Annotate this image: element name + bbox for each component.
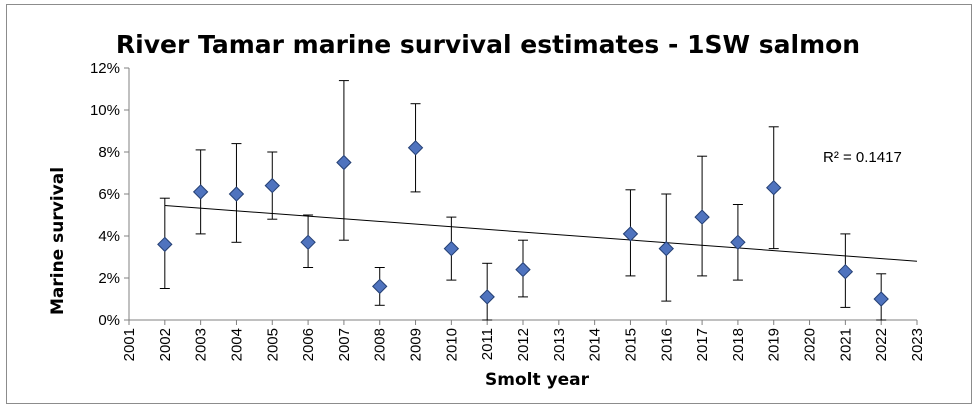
plot-area: 0% 2% 4% 6% 8% 10% 12% 2001 2002 2003 2004 2005 2006… [90, 60, 926, 361]
x-tick-label: 2003 [193, 328, 210, 361]
data-point [443, 240, 460, 257]
x-tick-label: 2012 [515, 328, 532, 361]
y-tick-label: 8% [98, 144, 120, 161]
data-point [407, 140, 424, 156]
data-point [479, 289, 495, 305]
data-point [515, 261, 531, 278]
x-tick-label: 2021 [837, 328, 854, 361]
data-point [694, 209, 710, 225]
chart-svg: River Tamar marine survival estimates - … [48, 30, 926, 390]
x-tick-label: 2022 [873, 328, 890, 361]
x-tick-label: 2006 [300, 328, 317, 361]
data-point [658, 240, 674, 257]
data-point [372, 278, 388, 295]
x-tick-label: 2015 [622, 328, 639, 361]
x-tick-label: 2020 [802, 328, 819, 361]
data-point [336, 154, 352, 171]
data-point [622, 226, 639, 242]
data-point [192, 184, 209, 200]
chart-frame: River Tamar marine survival estimates - … [6, 4, 972, 404]
x-tick-label: 2016 [658, 328, 675, 361]
y-tick-label: 6% [98, 186, 120, 203]
x-tick-label: 2002 [157, 328, 174, 361]
y-tick-label: 10% [90, 102, 120, 119]
r-squared-annotation: R² = 0.1417 [823, 149, 902, 166]
x-tick-label: 2004 [228, 328, 245, 361]
trendline [164, 205, 918, 262]
x-tick-label: 2011 [479, 328, 496, 360]
data-point [873, 291, 889, 307]
x-tick-label: 2001 [121, 328, 138, 361]
x-tick-label: 2007 [336, 328, 353, 361]
x-axis-label: Smolt year [485, 370, 590, 390]
y-tick-label: 4% [98, 228, 120, 245]
data-point [766, 179, 782, 196]
y-tick-label: 2% [98, 270, 120, 287]
y-axis-label: Marine survival [48, 167, 68, 315]
data-point [264, 177, 280, 194]
y-tick-label: 12% [90, 60, 120, 77]
data-point [228, 186, 245, 202]
x-tick-label: 2019 [766, 328, 783, 361]
chart-title: River Tamar marine survival estimates - … [116, 30, 860, 59]
x-tick-label: 2009 [408, 328, 425, 361]
x-tick-label: 2017 [694, 328, 711, 361]
data-point [730, 234, 746, 251]
x-tick-label: 2008 [372, 328, 389, 361]
x-tick-label: 2013 [551, 328, 568, 361]
data-point [157, 236, 173, 253]
x-tick-label: 2005 [264, 328, 281, 361]
data-point [300, 234, 316, 251]
x-tick-label: 2023 [909, 328, 926, 361]
x-tick-label: 2014 [587, 328, 604, 361]
x-tick-label: 2010 [443, 328, 460, 361]
x-tick-label: 2018 [730, 328, 747, 361]
y-tick-label: 0% [98, 312, 120, 329]
data-point [837, 263, 854, 280]
